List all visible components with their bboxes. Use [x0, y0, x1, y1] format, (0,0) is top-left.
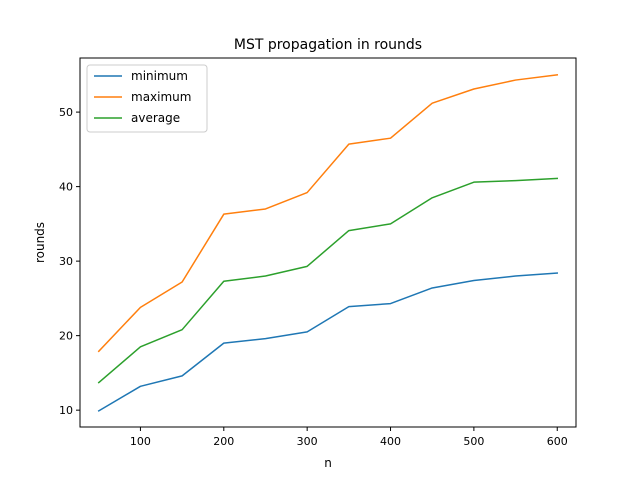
plot-lines: [97, 74, 559, 412]
y-tick-label: 40: [59, 181, 73, 194]
series-line-maximum: [97, 74, 559, 353]
x-tick-label: 200: [213, 435, 234, 448]
x-tick-label: 300: [297, 435, 318, 448]
chart-title: MST propagation in rounds: [234, 37, 422, 53]
legend-label-minimum: minimum: [131, 69, 188, 83]
x-tick-label: 600: [547, 435, 568, 448]
y-tick-label: 20: [59, 330, 73, 343]
series-line-average: [97, 177, 559, 384]
x-tick-label: 500: [463, 435, 484, 448]
plot-frame: [79, 57, 577, 428]
series-line-minimum: [97, 272, 559, 412]
x-tick-label: 400: [380, 435, 401, 448]
legend-box: [86, 64, 208, 133]
y-axis-label: rounds: [33, 222, 47, 263]
y-tick-label: 30: [59, 255, 73, 268]
legend-label-average: average: [131, 111, 180, 125]
x-axis-label: n: [324, 456, 332, 470]
y-tick-label: 50: [59, 106, 73, 119]
y-tick-label: 10: [59, 404, 73, 417]
legend: minimum maximum average: [86, 64, 208, 133]
x-tick-label: 100: [130, 435, 151, 448]
legend-label-maximum: maximum: [131, 90, 191, 104]
y-axis-ticks: 10 20 30 40 50: [59, 106, 80, 417]
x-axis-ticks: 100 200 300 400 500 600: [130, 427, 568, 448]
